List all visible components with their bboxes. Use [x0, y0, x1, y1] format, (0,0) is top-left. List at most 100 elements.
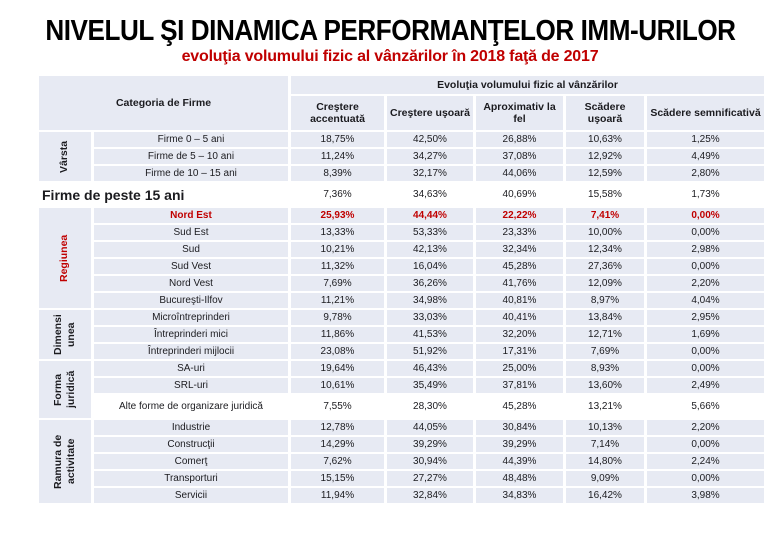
- cell-value: 0,00%: [647, 361, 764, 377]
- group-cell-regiunea: Regiunea: [39, 208, 91, 309]
- group-label: Vârsta: [58, 140, 71, 173]
- group-label: Ramura de activitate: [51, 434, 77, 490]
- row-label-firme-de-5-10-ani: Firme de 5 – 10 ani: [94, 149, 288, 165]
- cell-value: 37,08%: [476, 149, 563, 165]
- cell-value: 14,29%: [291, 437, 384, 453]
- table-row: Sud 10,21% 42,13% 32,34% 12,34% 2,98%: [39, 242, 764, 258]
- row-label-microintreprinderi: Microîntreprinderi: [94, 310, 288, 326]
- row-label-srluri: SRL-uri: [94, 378, 288, 394]
- table-row: Întreprinderi mijlocii 23,08% 51,92% 17,31%…: [39, 344, 764, 360]
- cell-value: 7,14%: [566, 437, 644, 453]
- col-header-crestere-usoara: Creştere uşoară: [387, 96, 473, 131]
- cell-value: 11,86%: [291, 327, 384, 343]
- cell-value: 25,93%: [291, 208, 384, 224]
- col-header-crestere-accentuata: Creştere accentuată: [291, 96, 384, 131]
- cell-value: 13,21%: [566, 395, 644, 419]
- group-cell-forma-juridica: Forma juridică: [39, 361, 91, 419]
- cell-value: 32,34%: [476, 242, 563, 258]
- cell-value: 12,34%: [566, 242, 644, 258]
- cell-value: 17,31%: [476, 344, 563, 360]
- cell-value: 28,30%: [387, 395, 473, 419]
- group-label: Regiunea: [58, 234, 71, 283]
- cell-value: 23,33%: [476, 225, 563, 241]
- cell-value: 34,83%: [476, 488, 563, 504]
- cell-value: 11,21%: [291, 293, 384, 309]
- table-row: Firme de 10 – 15 ani 8,39% 32,17% 44,06% 12,…: [39, 166, 764, 182]
- cell-value: 22,22%: [476, 208, 563, 224]
- cell-value: 1,73%: [647, 183, 764, 207]
- cell-value: 0,00%: [647, 259, 764, 275]
- performance-table: Categoria de Firme Evoluţia volumului fi…: [36, 74, 767, 505]
- cell-value: 2,95%: [647, 310, 764, 326]
- cell-value: 7,36%: [291, 183, 384, 207]
- cell-value: 33,03%: [387, 310, 473, 326]
- table-row: Întreprinderi mici 11,86% 41,53% 32,20% 12,7…: [39, 327, 764, 343]
- row-label-firme-de-10-15-ani: Firme de 10 – 15 ani: [94, 166, 288, 182]
- corner-header: Categoria de Firme: [39, 76, 288, 131]
- table-row: Sud Est 13,33% 53,33% 23,33% 10,00% 0,00%: [39, 225, 764, 241]
- cell-value: 12,78%: [291, 420, 384, 436]
- cell-value: 11,24%: [291, 149, 384, 165]
- table-row: Bucureşti-Ilfov 11,21% 34,98% 40,81% 8,97% 4,…: [39, 293, 764, 309]
- cell-value: 10,61%: [291, 378, 384, 394]
- page-title: NIVELUL ŞI DINAMICA PERFORMANŢELOR IMM-U…: [0, 16, 780, 47]
- cell-value: 46,43%: [387, 361, 473, 377]
- row-label-servicii: Servicii: [94, 488, 288, 504]
- cell-value: 13,33%: [291, 225, 384, 241]
- cell-value: 40,41%: [476, 310, 563, 326]
- cell-value: 41,53%: [387, 327, 473, 343]
- row-label-intreprinderi-mijlocii: Întreprinderi mijlocii: [94, 344, 288, 360]
- row-label-sauri: SA-uri: [94, 361, 288, 377]
- cell-value: 14,80%: [566, 454, 644, 470]
- cell-value: 11,94%: [291, 488, 384, 504]
- group-label: Dimensiunea: [51, 314, 77, 356]
- row-label-bucurestiilfov: Bucureşti-Ilfov: [94, 293, 288, 309]
- table-row: Servicii 11,94% 32,84% 34,83% 16,42% 3,98%: [39, 488, 764, 504]
- cell-value: 0,00%: [647, 437, 764, 453]
- cell-value: 34,98%: [387, 293, 473, 309]
- table-row: SRL-uri 10,61% 35,49% 37,81% 13,60% 2,49%: [39, 378, 764, 394]
- table-row: Firme de peste 15 ani 7,36% 34,63% 40,69% 15…: [39, 183, 764, 207]
- cell-value: 12,92%: [566, 149, 644, 165]
- table-row: Nord Vest 7,69% 36,26% 41,76% 12,09% 2,20%: [39, 276, 764, 292]
- row-label-alte-forme-de-organizare-juridica: Alte forme de organizare juridică: [94, 395, 288, 419]
- group-cell-dimensiunea: Dimensiunea: [39, 310, 91, 360]
- cell-value: 4,04%: [647, 293, 764, 309]
- cell-value: 10,00%: [566, 225, 644, 241]
- span-header: Evoluţia volumului fizic al vânzărilor: [291, 76, 764, 95]
- table-row: Construcţii 14,29% 39,29% 39,29% 7,14% 0,00%: [39, 437, 764, 453]
- cell-value: 0,00%: [647, 471, 764, 487]
- row-label-nord-vest: Nord Vest: [94, 276, 288, 292]
- cell-value: 8,39%: [291, 166, 384, 182]
- cell-value: 42,50%: [387, 132, 473, 148]
- cell-value: 3,98%: [647, 488, 764, 504]
- cell-value: 0,00%: [647, 225, 764, 241]
- cell-value: 7,69%: [291, 276, 384, 292]
- cell-value: 48,48%: [476, 471, 563, 487]
- cell-value: 30,84%: [476, 420, 563, 436]
- table-row: Regiunea Nord Est 25,93% 44,44% 22,22% 7,41% 0…: [39, 208, 764, 309]
- group-cell-varsta: Vârsta: [39, 132, 91, 182]
- cell-value: 36,26%: [387, 276, 473, 292]
- cell-value: 44,06%: [476, 166, 563, 182]
- cell-value: 7,41%: [566, 208, 644, 224]
- cell-value: 44,44%: [387, 208, 473, 224]
- col-header-aproximativ-la-fel: Aproximativ la fel: [476, 96, 563, 131]
- cell-value: 10,21%: [291, 242, 384, 258]
- cell-value: 39,29%: [476, 437, 563, 453]
- row-label-intreprinderi-mici: Întreprinderi mici: [94, 327, 288, 343]
- cell-value: 10,63%: [566, 132, 644, 148]
- cell-value: 7,69%: [566, 344, 644, 360]
- cell-value: 2,49%: [647, 378, 764, 394]
- cell-value: 9,78%: [291, 310, 384, 326]
- cell-value: 7,62%: [291, 454, 384, 470]
- cell-value: 18,75%: [291, 132, 384, 148]
- cell-value: 12,71%: [566, 327, 644, 343]
- cell-value: 11,32%: [291, 259, 384, 275]
- cell-value: 9,09%: [566, 471, 644, 487]
- cell-value: 13,60%: [566, 378, 644, 394]
- cell-value: 30,94%: [387, 454, 473, 470]
- cell-value: 1,25%: [647, 132, 764, 148]
- group-label: Forma juridică: [51, 371, 77, 409]
- row-label-sud: Sud: [94, 242, 288, 258]
